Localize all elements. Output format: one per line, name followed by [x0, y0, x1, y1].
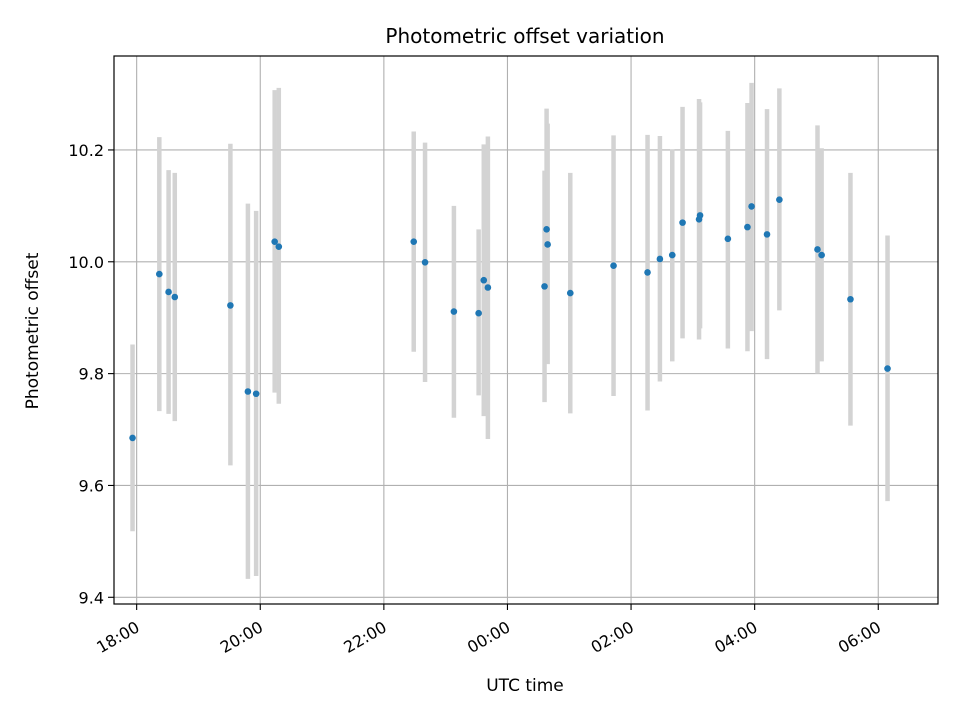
data-point — [129, 434, 136, 442]
data-point — [679, 219, 686, 226]
data-point — [484, 284, 492, 291]
y-tick-label: 9.4 — [79, 588, 104, 607]
y-tick-label: 9.8 — [79, 365, 104, 384]
data-point — [271, 238, 278, 245]
data-point — [421, 259, 429, 266]
data-points — [129, 196, 891, 442]
data-point — [566, 289, 574, 297]
data-point — [696, 212, 704, 219]
data-point — [275, 243, 283, 250]
data-point — [724, 235, 732, 243]
data-point — [410, 238, 418, 245]
data-point — [644, 269, 651, 276]
data-point — [244, 388, 252, 395]
data-point — [480, 276, 488, 284]
y-axis-label: Photometric offset — [23, 252, 43, 409]
data-point — [814, 246, 821, 253]
data-point — [475, 309, 482, 317]
data-point — [544, 241, 551, 248]
data-point — [884, 365, 891, 372]
data-point — [252, 390, 260, 398]
y-axis-ticks: 9.4 9.6 9.8 10.0 10.2 — [68, 141, 114, 607]
plot-frame — [113, 55, 939, 605]
data-point — [156, 270, 163, 278]
x-axis-label: UTC time — [486, 676, 564, 696]
data-point — [227, 302, 234, 309]
y-tick-label: 10.2 — [68, 141, 104, 160]
y-tick-label: 10.0 — [68, 253, 104, 272]
data-point — [656, 255, 664, 263]
data-point — [543, 226, 550, 233]
data-point — [171, 293, 179, 301]
data-point — [165, 288, 172, 296]
data-point — [847, 295, 854, 303]
data-point — [610, 262, 617, 269]
data-point — [763, 231, 771, 238]
data-point — [450, 308, 458, 315]
chart-title: Photometric offset variation — [385, 24, 664, 48]
data-point — [668, 251, 676, 259]
y-tick-label: 9.6 — [79, 476, 104, 495]
data-point — [541, 283, 548, 290]
data-point — [776, 196, 783, 204]
data-point — [744, 223, 751, 231]
data-point — [818, 251, 825, 259]
data-point — [748, 203, 755, 210]
grid — [114, 56, 938, 604]
